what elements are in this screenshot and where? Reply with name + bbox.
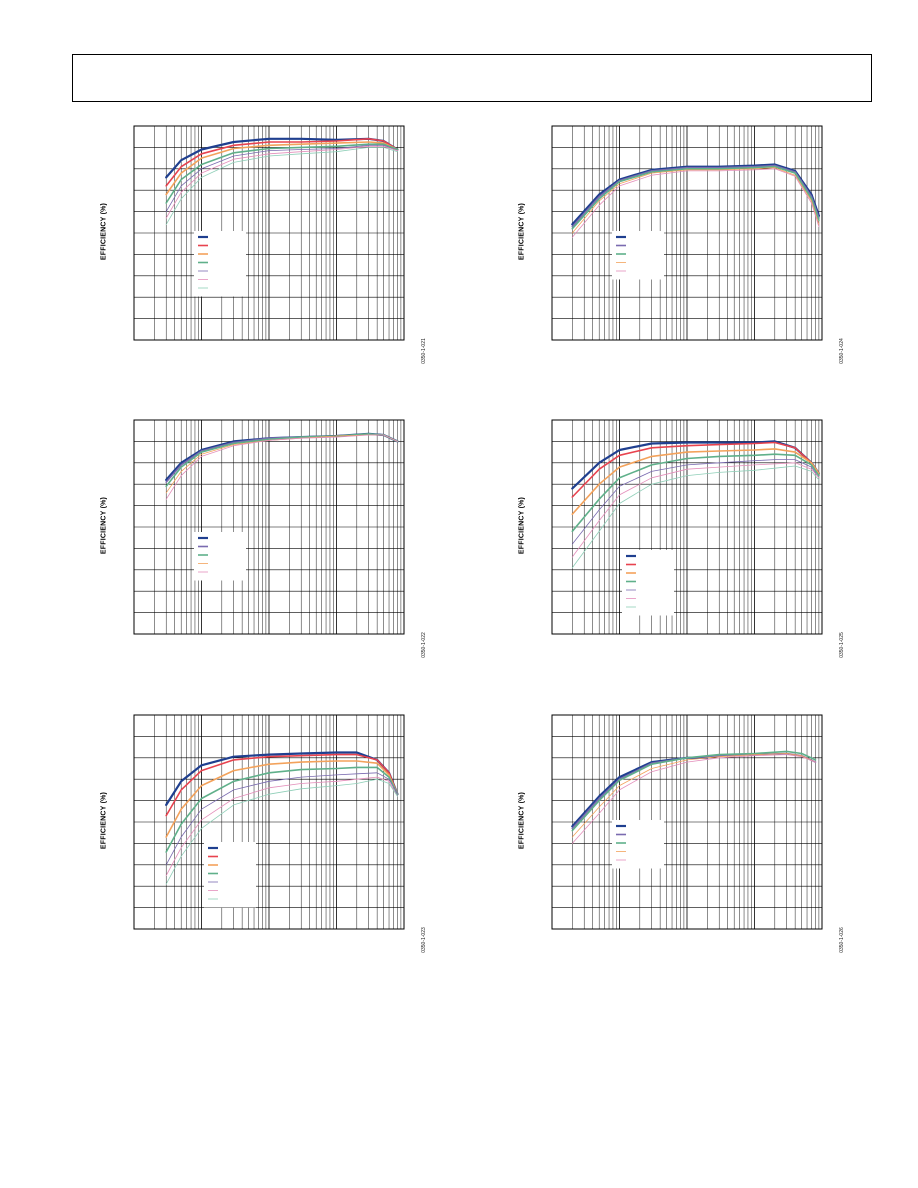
- series-line-6: [165, 776, 398, 876]
- y-axis-label: EFFICIENCY (%): [518, 202, 526, 261]
- figure-id: 0350-1-024: [839, 338, 845, 364]
- y-axis-label: EFFICIENCY (%): [100, 202, 108, 261]
- series-line-4: [571, 167, 820, 234]
- series-line-3: [571, 750, 817, 832]
- efficiency-chart-top-right: EFFICIENCY (%) 0350-1-024: [519, 125, 845, 364]
- plot-frame: [133, 419, 405, 635]
- series-line-7: [165, 778, 398, 885]
- legend-background: [194, 532, 246, 581]
- grid: [551, 419, 822, 635]
- legend: [622, 550, 674, 616]
- figure-id: 0350-1-022: [421, 632, 427, 658]
- grid: [133, 125, 404, 341]
- series-line-5: [165, 434, 398, 500]
- series-line-2: [165, 138, 399, 187]
- series-line-4: [571, 753, 816, 838]
- plot-area: [551, 125, 823, 341]
- plot-frame: [551, 714, 823, 930]
- series-line-4: [165, 766, 399, 853]
- grid: [551, 714, 822, 930]
- plot-area: [133, 125, 405, 341]
- series-line-4: [571, 453, 820, 533]
- plot-area: [133, 419, 405, 635]
- y-axis-label: EFFICIENCY (%): [518, 791, 526, 850]
- legend-background: [612, 231, 664, 280]
- legend: [204, 842, 256, 908]
- efficiency-chart-top-left: EFFICIENCY (%) 0350-1-021: [101, 125, 427, 364]
- efficiency-chart-mid-left: EFFICIENCY (%) 0350-1-022: [101, 419, 427, 658]
- y-axis-label: EFFICIENCY (%): [100, 791, 108, 850]
- series-line-3: [165, 433, 399, 488]
- plot-area: [551, 714, 823, 930]
- figure-id: 0350-1-025: [839, 632, 845, 658]
- plot-frame: [551, 125, 823, 341]
- series-line-3: [165, 141, 399, 196]
- series-line-3: [165, 760, 399, 838]
- series-line-3: [571, 448, 820, 515]
- series-line-6: [571, 462, 820, 558]
- plot-frame: [133, 125, 405, 341]
- efficiency-chart-bottom-right: EFFICIENCY (%) 0350-1-026: [519, 714, 845, 953]
- legend-background: [194, 231, 246, 297]
- series-line-1: [571, 440, 820, 490]
- series-line-5: [571, 754, 816, 844]
- series-line-5: [571, 168, 820, 238]
- efficiency-chart-bottom-left: EFFICIENCY (%) 0350-1-023: [101, 714, 427, 953]
- legend: [194, 532, 246, 581]
- y-axis-label: EFFICIENCY (%): [518, 496, 526, 555]
- series-line-7: [571, 465, 820, 569]
- series-line-6: [165, 145, 398, 219]
- series-line-3: [571, 165, 820, 230]
- figure-id: 0350-1-023: [421, 927, 427, 953]
- legend-background: [612, 820, 664, 869]
- grid: [551, 125, 822, 341]
- plot-area: [551, 419, 823, 635]
- series-line-5: [165, 144, 398, 212]
- legend: [612, 820, 664, 869]
- series-line-4: [165, 143, 399, 204]
- series-line-1: [571, 163, 820, 226]
- efficiency-chart-mid-right: EFFICIENCY (%) 0350-1-025: [519, 419, 845, 658]
- series-line-5: [165, 772, 398, 866]
- series-line-5: [571, 459, 820, 545]
- figure-id: 0350-1-026: [839, 927, 845, 953]
- legend: [612, 231, 664, 280]
- legend: [194, 231, 246, 297]
- grid: [133, 419, 404, 635]
- legend-background: [204, 842, 256, 908]
- series-line-7: [165, 147, 398, 225]
- y-axis-label: EFFICIENCY (%): [100, 496, 108, 555]
- plot-frame: [133, 714, 405, 930]
- legend-background: [622, 550, 674, 616]
- plot-frame: [551, 419, 823, 635]
- series-line-2: [571, 441, 820, 498]
- page-header-box: [72, 54, 872, 102]
- series-line-2: [165, 753, 399, 817]
- plot-area: [133, 714, 405, 930]
- figure-id: 0350-1-021: [421, 338, 427, 364]
